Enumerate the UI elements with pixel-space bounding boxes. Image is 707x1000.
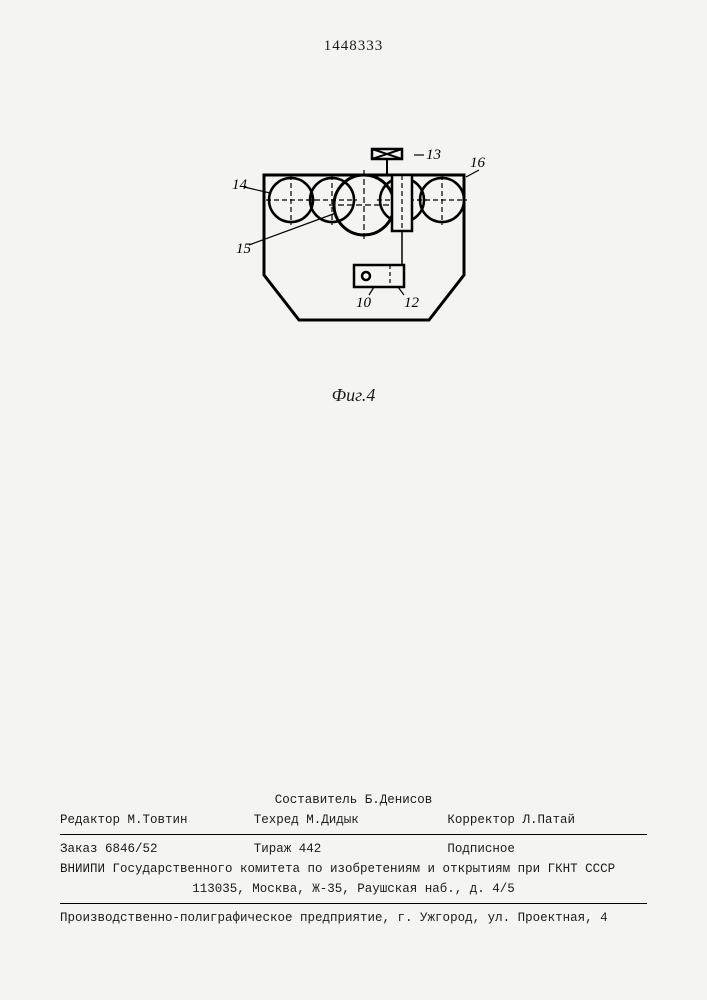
figure-4-diagram: 14 15 13 16 10 12	[214, 145, 494, 385]
address-line: 113035, Москва, Ж-35, Раушская наб., д. …	[60, 879, 647, 899]
order-info: Заказ 6846/52	[60, 839, 254, 859]
label-14: 14	[232, 177, 248, 193]
org-line: ВНИИПИ Государственного комитета по изоб…	[60, 859, 647, 879]
label-10: 10	[356, 295, 372, 311]
corrector-credit: Корректор Л.Патай	[447, 810, 647, 830]
label-12: 12	[404, 295, 420, 311]
imprint-footer: Составитель Б.Денисов Редактор М.Товтин …	[60, 790, 647, 928]
divider-1	[60, 834, 647, 835]
label-15: 15	[236, 241, 252, 257]
label-13: 13	[426, 147, 441, 163]
circulation-info: Тираж 442	[254, 839, 448, 859]
figure-caption: Фиг.4	[332, 385, 376, 406]
printer-line: Производственно-полиграфическое предприя…	[60, 908, 647, 928]
label-16: 16	[470, 155, 486, 171]
techred-credit: Техред М.Дидык	[254, 810, 448, 830]
compiler-line: Составитель Б.Денисов	[275, 793, 433, 807]
divider-2	[60, 903, 647, 904]
subscription-info: Подписное	[447, 839, 647, 859]
editor-credit: Редактор М.Товтин	[60, 810, 254, 830]
page-number: 1448333	[324, 38, 384, 55]
